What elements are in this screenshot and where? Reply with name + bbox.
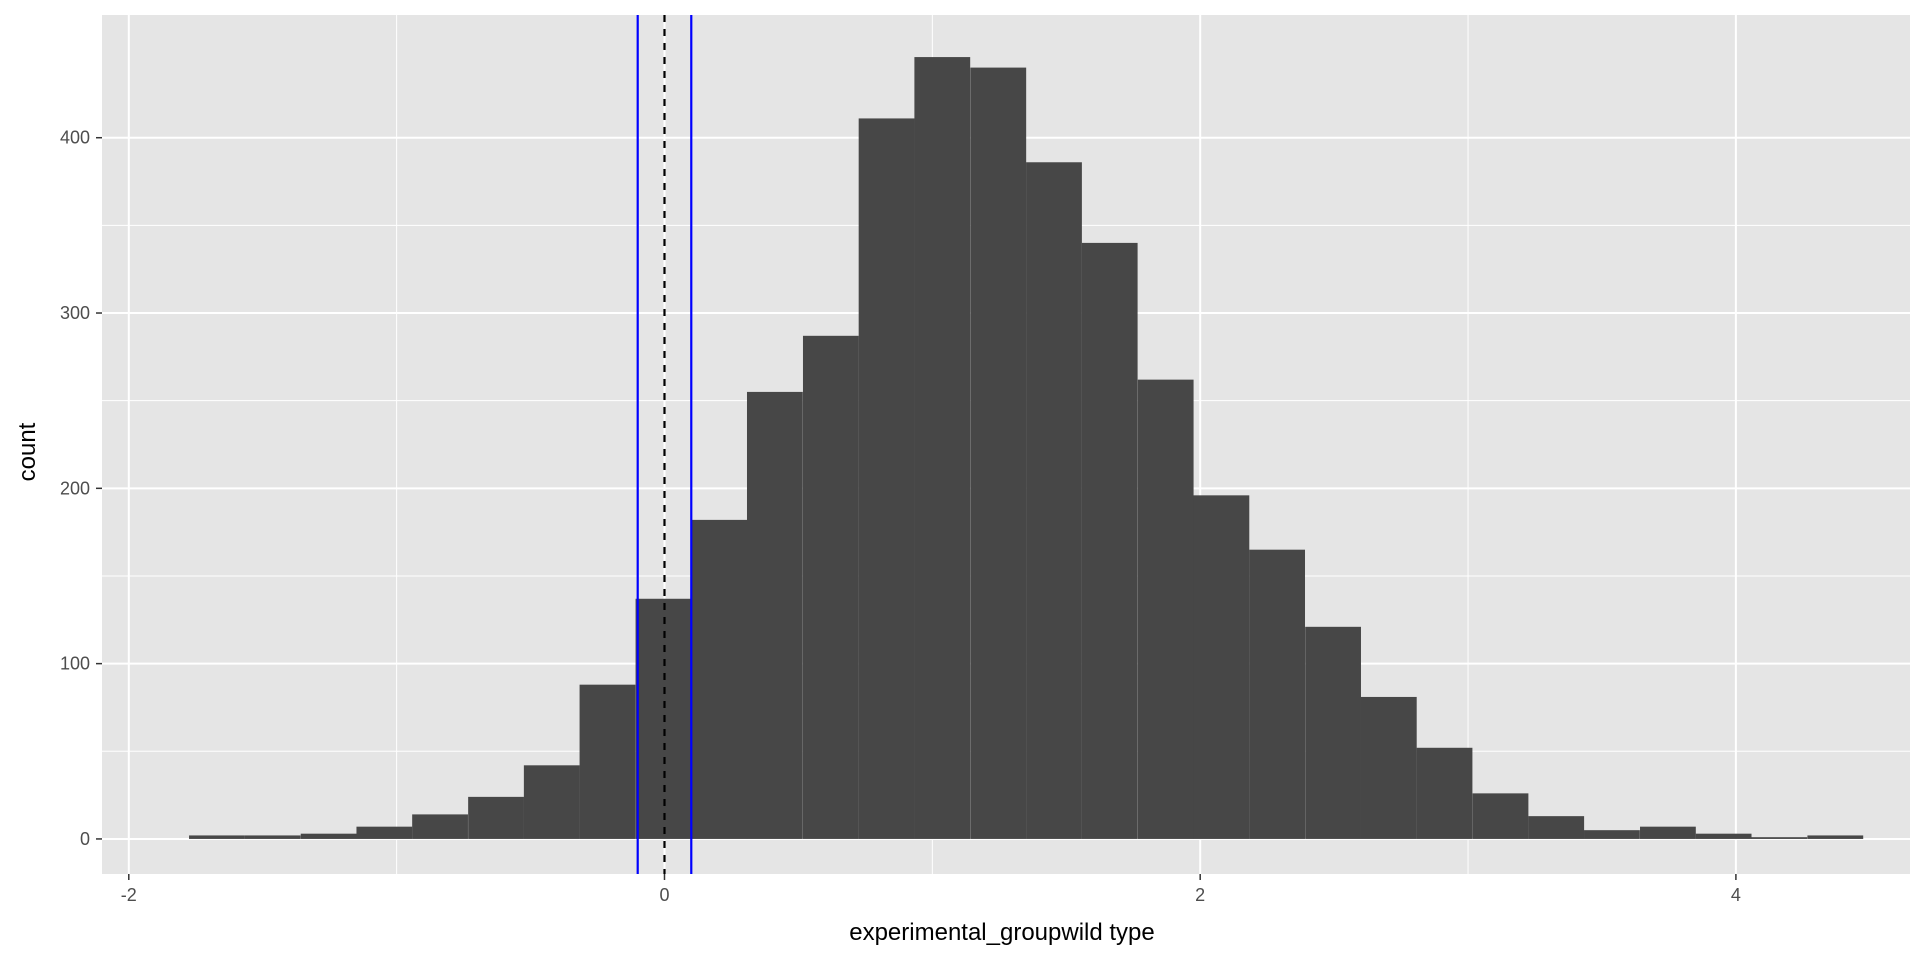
x-axis-title: experimental_groupwild type [849,919,1155,946]
histogram-bar [802,335,859,839]
histogram-bar [1026,162,1082,839]
histogram-bar [468,796,524,839]
histogram-bar [1360,696,1417,839]
y-axis: 0 100 200 300 400 [60,128,102,849]
histogram-bar [300,833,357,839]
histogram-bar [579,684,636,839]
histogram-bar [1472,793,1529,839]
histogram-bar [356,826,413,839]
y-tick-label: 400 [60,128,90,148]
histogram-bar [244,835,301,839]
y-tick-label: 300 [60,303,90,323]
histogram-bar [1640,826,1696,839]
histogram-bar [1193,495,1250,839]
x-tick-label: 2 [1195,885,1205,905]
histogram-bar [1528,816,1585,839]
y-tick-label: 0 [80,829,90,849]
histogram-bar [523,765,580,839]
y-tick-label: 200 [60,478,90,498]
histogram-bar [746,391,803,839]
x-tick-label: -2 [121,885,137,905]
histogram-bar [1751,837,1808,839]
histogram-bar [412,814,468,839]
histogram-bars [189,57,1864,839]
histogram-bar [858,118,915,839]
y-tick-label: 100 [60,654,90,674]
x-tick-label: 4 [1731,885,1741,905]
histogram-bar [189,835,245,839]
histogram-bar [1081,242,1138,839]
x-axis: -2 0 2 4 [121,874,1741,905]
histogram-bar [691,519,748,839]
histogram-bar [914,57,971,839]
histogram-bar [1416,747,1473,839]
x-tick-label: 0 [659,885,669,905]
histogram-bar [1137,379,1194,839]
histogram-bar [970,67,1027,839]
histogram-bar [1695,833,1752,839]
histogram-bar [1305,626,1361,839]
histogram-bar [1584,830,1640,839]
y-axis-title: count [14,422,41,481]
histogram-bar [1807,835,1864,839]
reference-lines [636,15,693,874]
histogram-bar [1249,549,1306,839]
